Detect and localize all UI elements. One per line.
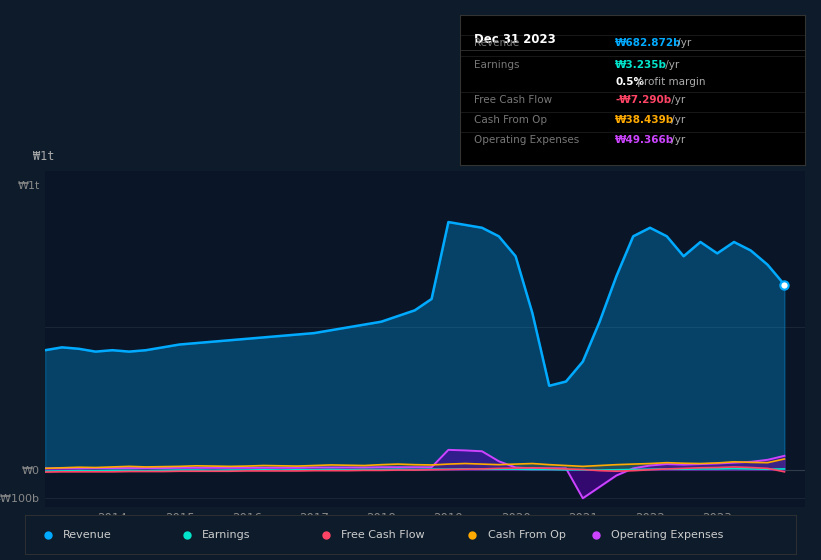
Text: /yr: /yr — [668, 136, 686, 145]
Text: ₩38.439b: ₩38.439b — [615, 115, 674, 125]
Text: ₩682.872b: ₩682.872b — [615, 38, 681, 48]
Text: Revenue: Revenue — [474, 38, 519, 48]
Text: Dec 31 2023: Dec 31 2023 — [474, 33, 555, 46]
Text: -₩7.290b: -₩7.290b — [615, 95, 672, 105]
Text: /yr: /yr — [674, 38, 691, 48]
Text: Cash From Op: Cash From Op — [474, 115, 547, 125]
Text: Earnings: Earnings — [474, 59, 519, 69]
Text: /yr: /yr — [668, 115, 686, 125]
Text: Free Cash Flow: Free Cash Flow — [474, 95, 552, 105]
Text: ₩49.366b: ₩49.366b — [615, 136, 674, 145]
Text: /yr: /yr — [662, 59, 679, 69]
Text: Free Cash Flow: Free Cash Flow — [341, 530, 424, 540]
Text: Revenue: Revenue — [63, 530, 112, 540]
Text: ₩3.235b: ₩3.235b — [615, 59, 667, 69]
Text: profit margin: profit margin — [634, 77, 705, 87]
Text: Operating Expenses: Operating Expenses — [611, 530, 723, 540]
Text: Cash From Op: Cash From Op — [488, 530, 566, 540]
Text: Operating Expenses: Operating Expenses — [474, 136, 579, 145]
Text: ₩1t: ₩1t — [33, 150, 54, 162]
Text: /yr: /yr — [668, 95, 686, 105]
Text: 0.5%: 0.5% — [615, 77, 644, 87]
Text: Earnings: Earnings — [202, 530, 250, 540]
